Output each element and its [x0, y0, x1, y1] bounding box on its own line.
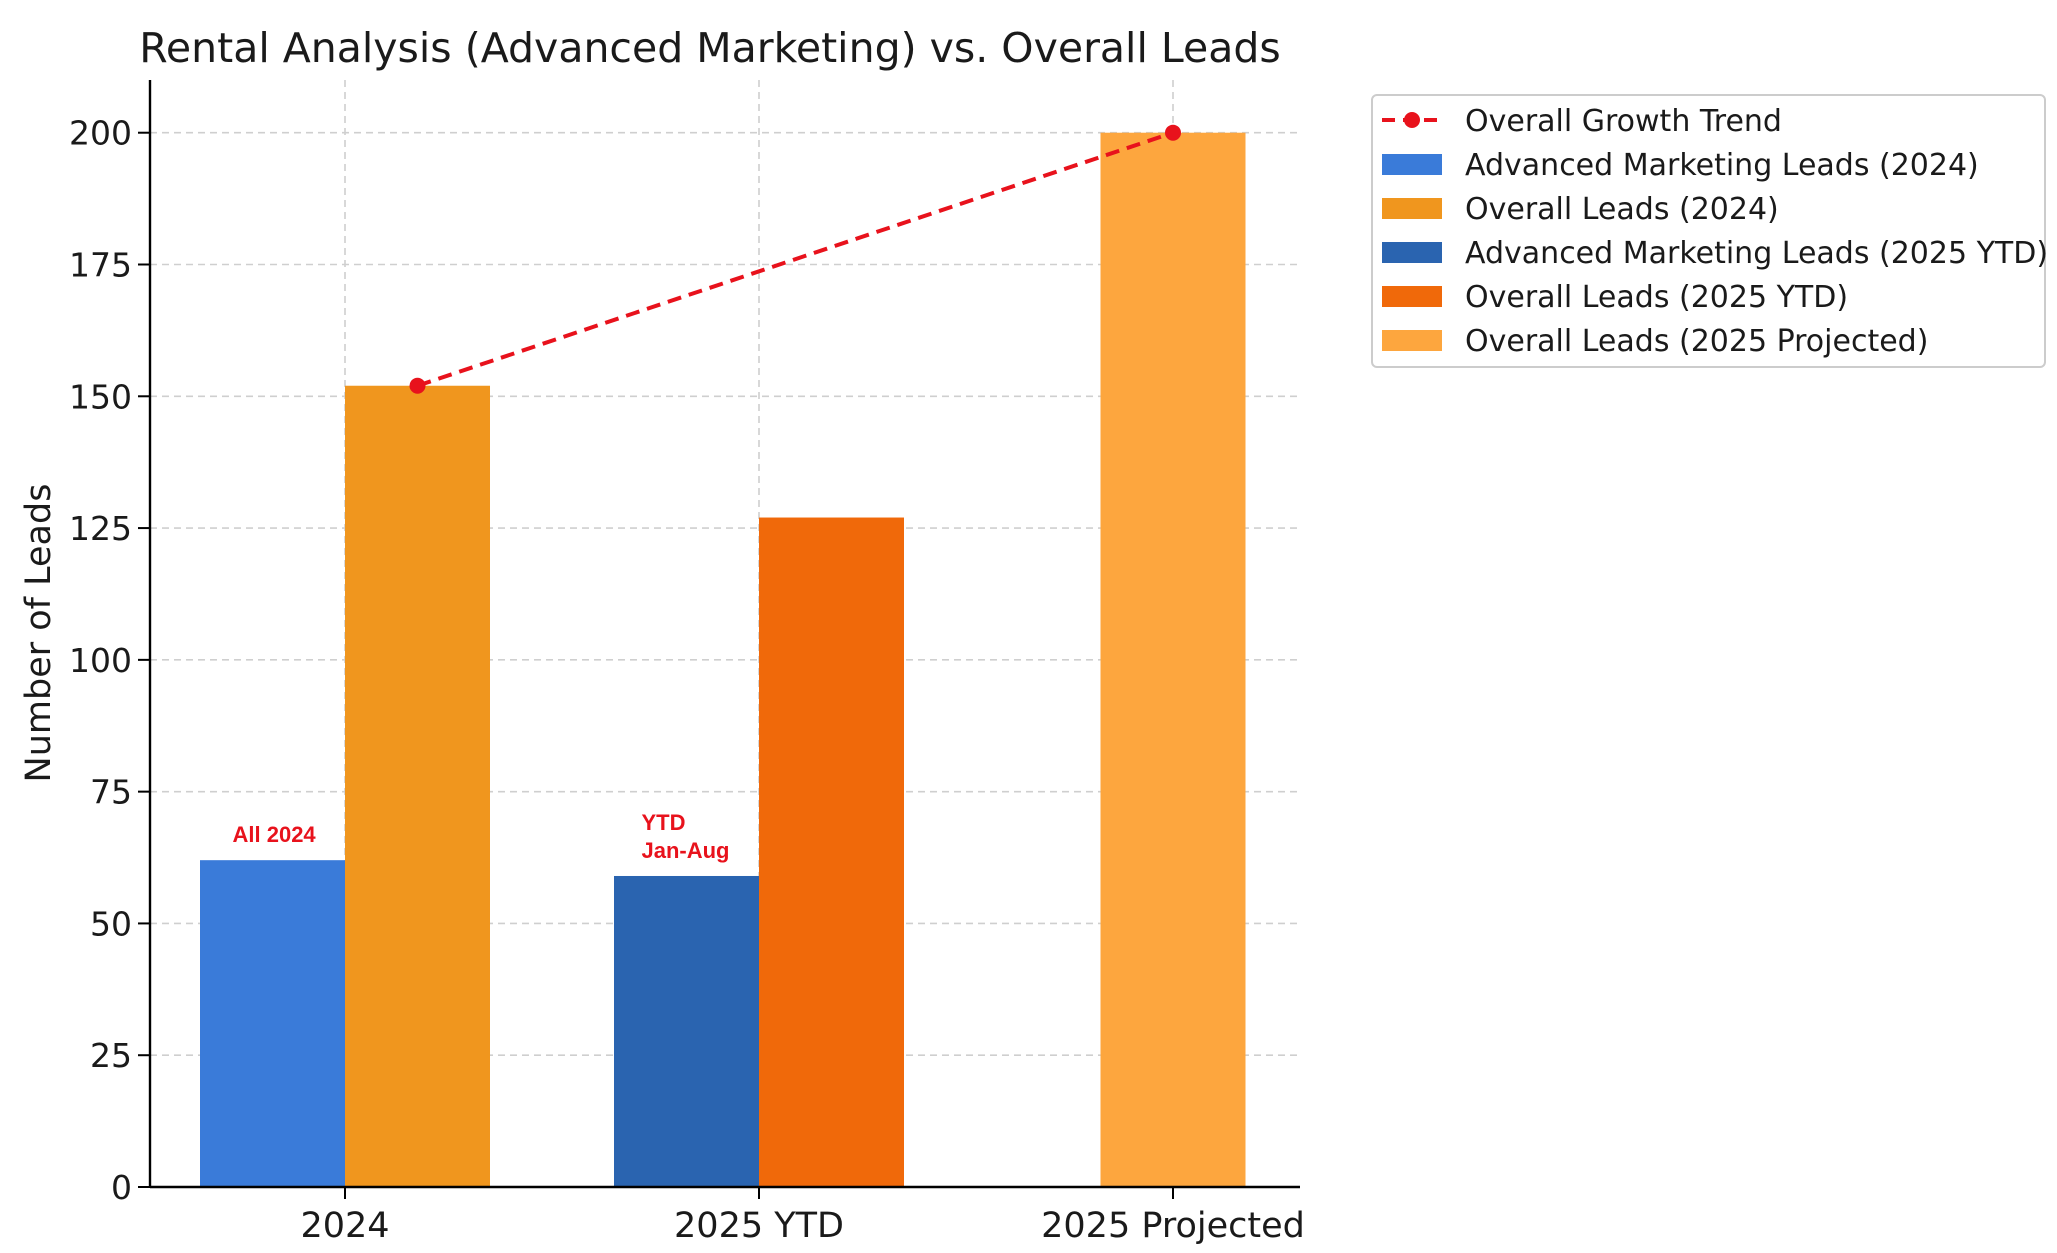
y-axis-label: Number of Leads [19, 484, 59, 783]
x-tick-label-2025-ytd: 2025 YTD [674, 1206, 844, 1246]
x-tick-label-2024: 2024 [300, 1206, 389, 1246]
bar-advanced-marketing-leads-2024 [200, 860, 345, 1187]
bar-overall-leads-2024 [345, 385, 490, 1187]
trend-point-1 [409, 377, 426, 394]
legend-label-overall-leads-2024: Overall Leads (2024) [1465, 192, 1779, 227]
y-tick-label-200: 200 [69, 114, 132, 153]
trend-line-overall-growth-trend [416, 130, 1174, 388]
bar-advanced-marketing-leads-2025-ytd [614, 875, 759, 1187]
bars [200, 132, 1246, 1188]
y-tick-label-50: 50 [90, 904, 132, 943]
x-tick-label-2025-projected: 2025 Projected [1041, 1206, 1305, 1246]
legend-patch-overall-leads-2024 [1382, 198, 1442, 219]
legend-patch-overall-leads-2025-ytd [1382, 286, 1442, 307]
legend-label-overall-leads-2025-projected: Overall Leads (2025 Projected) [1465, 324, 1928, 359]
y-tick-label-0: 0 [111, 1168, 132, 1207]
legend: Overall Growth Trend Advanced Marketing L… [1371, 94, 2048, 368]
tick-labels: 0 25 50 75 100 125 150 175 200 2024 2025 YTD 2025 P… [69, 114, 1305, 1246]
annotations: All 2024 YTD Jan-Aug [231, 808, 731, 864]
y-tick-label-150: 150 [69, 377, 132, 416]
y-tick-label-175: 175 [69, 246, 132, 285]
trend-point-2 [1165, 124, 1181, 141]
annotation-2-line-2: Jan-Aug [642, 838, 730, 863]
bar-overall-leads-2025-projected [1100, 132, 1246, 1188]
y-tick-label-25: 25 [90, 1036, 132, 1075]
bar-overall-leads-2025-ytd [759, 517, 904, 1187]
legend-label-advanced-marketing-leads-2024: Advanced Marketing Leads (2024) [1465, 148, 1979, 183]
y-tick-label-75: 75 [90, 773, 132, 812]
annotation-1-line-1: All 2024 [233, 822, 317, 847]
y-tick-label-125: 125 [69, 509, 132, 548]
chart-title: Rental Analysis (Advanced Marketing) vs.… [139, 24, 1280, 72]
annotation-2-line-1: YTD [642, 810, 686, 835]
legend-label-overall-growth-trend: Overall Growth Trend [1465, 104, 1782, 139]
trend-line [409, 124, 1181, 394]
axes [138, 80, 1300, 1199]
legend-label-overall-leads-2025-ytd: Overall Leads (2025 YTD) [1465, 280, 1848, 315]
legend-label-advanced-marketing-leads-2025-ytd: Advanced Marketing Leads (2025 YTD) [1465, 236, 2048, 271]
legend-box [1371, 94, 2046, 368]
y-tick-label-100: 100 [69, 641, 132, 680]
legend-patch-advanced-marketing-leads-2024 [1382, 154, 1442, 175]
legend-patch-advanced-marketing-leads-2025-ytd [1382, 242, 1442, 263]
legend-dot-overall-growth-trend [1404, 112, 1420, 128]
legend-patch-overall-leads-2025-projected [1382, 330, 1442, 351]
